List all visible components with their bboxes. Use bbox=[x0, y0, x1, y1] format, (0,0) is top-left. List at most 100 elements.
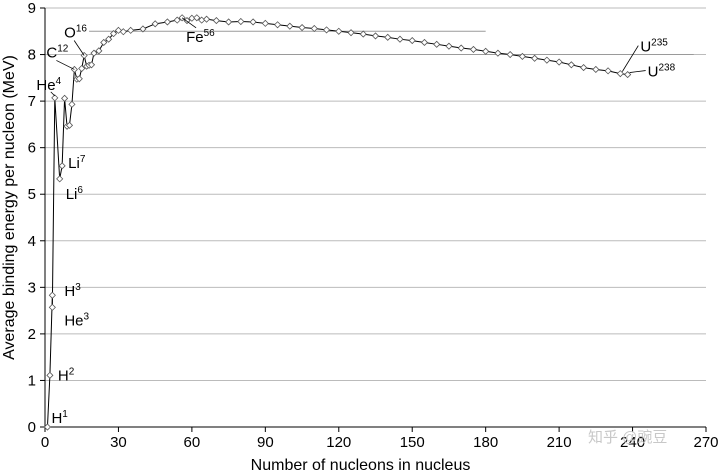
data-point-23 bbox=[109, 30, 118, 38]
data-point-52 bbox=[396, 35, 404, 43]
data-point-14 bbox=[78, 64, 86, 73]
y-tick-label-5: 5 bbox=[28, 186, 36, 203]
data-point-37 bbox=[212, 17, 220, 25]
data-point-10 bbox=[68, 100, 76, 108]
axes bbox=[44, 8, 706, 428]
x-tick-label-7: 210 bbox=[547, 434, 572, 451]
data-point-58 bbox=[469, 45, 477, 54]
annotation-leader-he4 bbox=[50, 91, 56, 97]
y-tick-label-9: 9 bbox=[28, 0, 36, 17]
tick-labels: 0 30 60 90 120 150 180 210 240 270 0 1 2 3 4 5 6 7 8 9 bbox=[28, 0, 719, 451]
annotation-he4: He4 bbox=[36, 76, 61, 94]
y-tick-label-8: 8 bbox=[28, 47, 36, 64]
data-point-56 bbox=[445, 42, 453, 50]
watermark-text: 知乎 @豌豆 bbox=[588, 429, 667, 446]
x-tick-label-1: 30 bbox=[110, 434, 127, 451]
data-point-65 bbox=[555, 58, 563, 66]
x-tick-label-2: 60 bbox=[184, 434, 201, 451]
x-tick-label-8: 240 bbox=[620, 434, 645, 451]
data-point-70 bbox=[616, 70, 624, 78]
data-point-55 bbox=[433, 40, 441, 48]
annotation-c12: C12 bbox=[46, 43, 68, 61]
data-point-4 bbox=[51, 94, 59, 102]
annotation-h3: H3 bbox=[64, 282, 81, 300]
data-point-63 bbox=[531, 54, 539, 62]
data-point-68 bbox=[592, 65, 600, 74]
annotation-li6: Li6 bbox=[66, 185, 84, 203]
data-point-2 bbox=[48, 291, 56, 299]
data-point-60 bbox=[494, 49, 502, 57]
data-point-19 bbox=[90, 49, 98, 57]
data-point-50 bbox=[371, 32, 380, 40]
annotation-leader-o16 bbox=[73, 40, 85, 56]
data-point-7 bbox=[61, 94, 69, 102]
data-point-26 bbox=[127, 26, 135, 34]
data-point-41 bbox=[261, 19, 269, 27]
y-tick-label-0: 0 bbox=[28, 419, 36, 436]
x-tick-label-6: 180 bbox=[473, 434, 498, 451]
annotation-leader-fe56 bbox=[181, 17, 197, 29]
data-point-36 bbox=[203, 15, 211, 23]
data-point-62 bbox=[518, 52, 526, 60]
data-point-20 bbox=[95, 47, 103, 55]
data-point-47 bbox=[335, 27, 343, 35]
data-point-3 bbox=[48, 303, 56, 311]
x-tick-label-0: 0 bbox=[41, 434, 49, 451]
annotation-fe56: Fe56 bbox=[186, 28, 215, 46]
data-point-48 bbox=[347, 29, 355, 37]
y-tick-label-6: 6 bbox=[28, 140, 36, 157]
annotation-leader-u235 bbox=[621, 45, 639, 72]
data-point-42 bbox=[274, 21, 282, 29]
data-point-38 bbox=[225, 18, 233, 26]
y-tick-label-3: 3 bbox=[28, 279, 36, 296]
series-layer bbox=[43, 14, 632, 431]
data-point-34 bbox=[193, 14, 201, 22]
data-point-29 bbox=[163, 18, 171, 26]
x-axis-label: Number of nucleons in nucleus bbox=[251, 457, 471, 473]
data-point-67 bbox=[580, 64, 588, 72]
data-point-45 bbox=[310, 24, 318, 33]
y-axis-label: Average binding energy per nucleon (MeV) bbox=[1, 55, 18, 360]
data-point-27 bbox=[139, 25, 147, 33]
data-point-39 bbox=[237, 17, 245, 26]
data-point-51 bbox=[384, 33, 392, 41]
data-point-43 bbox=[286, 22, 294, 30]
x-tick-label-5: 150 bbox=[400, 434, 425, 451]
data-point-54 bbox=[420, 38, 429, 47]
data-point-25 bbox=[119, 28, 127, 36]
data-point-9 bbox=[65, 121, 74, 129]
annotation-h1: H1 bbox=[51, 409, 68, 427]
grid-layer bbox=[45, 7, 706, 381]
data-point-59 bbox=[482, 47, 490, 55]
data-point-57 bbox=[457, 44, 465, 52]
annotation-h2: H2 bbox=[58, 366, 75, 384]
data-point-6 bbox=[58, 162, 66, 170]
data-point-22 bbox=[105, 35, 113, 43]
annotation-o16: O16 bbox=[64, 23, 87, 41]
data-point-49 bbox=[359, 30, 367, 38]
data-point-24 bbox=[114, 26, 123, 34]
reference-lines bbox=[89, 30, 694, 56]
data-point-71 bbox=[624, 71, 632, 79]
annotation-layer: H1 H2 H3 He3 He4 Li7 Li6 C12 O16 Fe56 U235 U238 bbox=[36, 17, 676, 427]
data-point-61 bbox=[506, 50, 514, 59]
data-point-66 bbox=[567, 61, 575, 69]
x-tick-label-9: 270 bbox=[693, 434, 718, 451]
data-point-46 bbox=[322, 26, 331, 34]
data-point-21 bbox=[100, 38, 108, 47]
data-point-69 bbox=[604, 67, 612, 75]
x-tick-label-4: 120 bbox=[326, 434, 351, 451]
data-point-53 bbox=[408, 37, 416, 45]
data-point-44 bbox=[298, 23, 306, 32]
data-point-1 bbox=[46, 371, 54, 379]
y-tick-label-2: 2 bbox=[28, 326, 36, 343]
data-point-13 bbox=[75, 75, 83, 83]
annotation-u235: U235 bbox=[640, 38, 668, 56]
data-point-30 bbox=[173, 16, 181, 24]
annotation-leader-c12 bbox=[56, 60, 75, 70]
data-point-40 bbox=[249, 18, 257, 26]
annotation-u238: U238 bbox=[648, 63, 676, 81]
annotation-leader-u238 bbox=[629, 70, 646, 73]
annotation-he3: He3 bbox=[64, 311, 89, 329]
y-tick-label-4: 4 bbox=[28, 233, 36, 250]
